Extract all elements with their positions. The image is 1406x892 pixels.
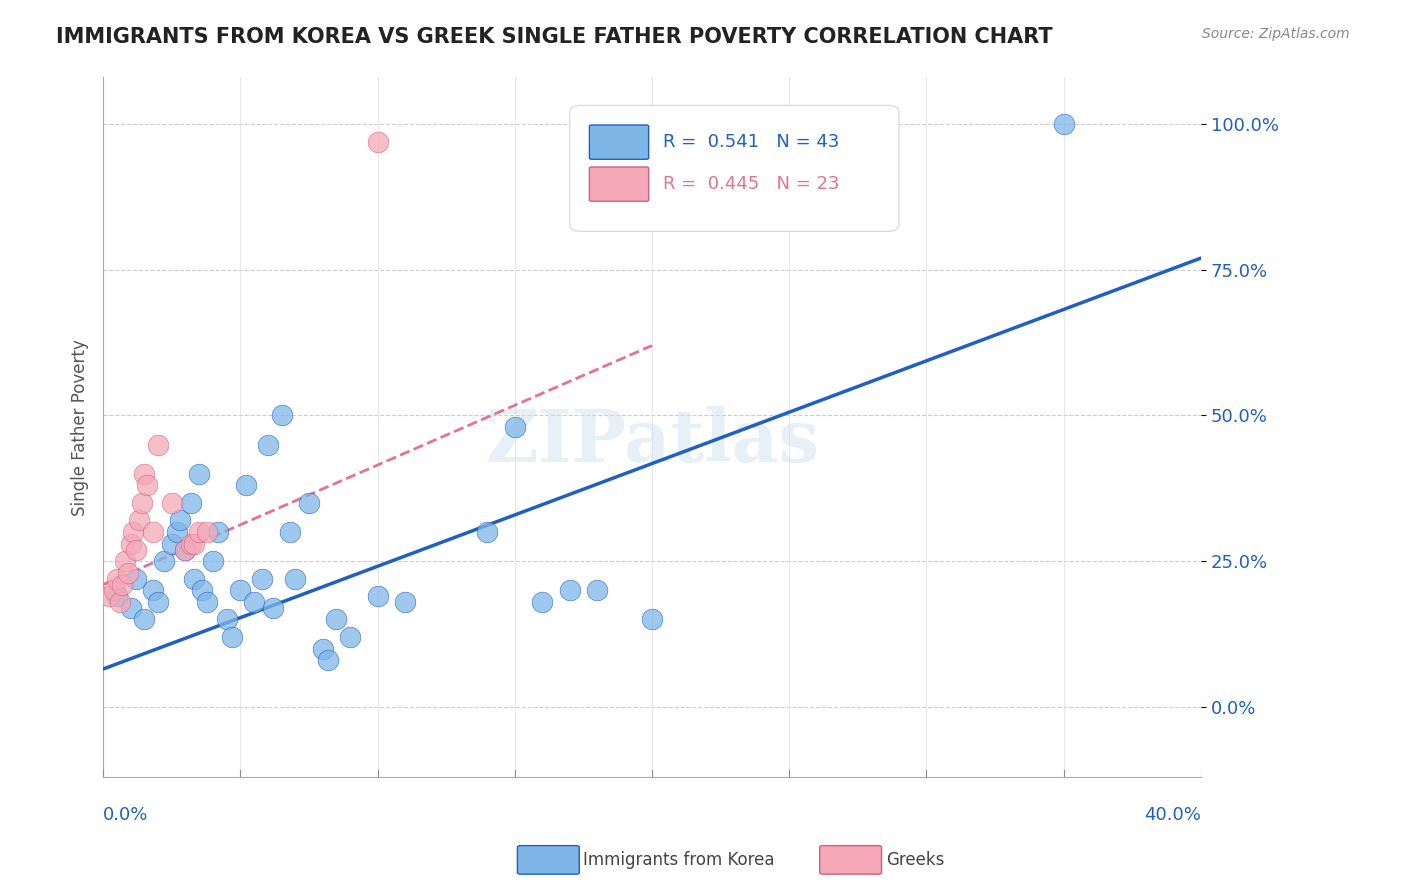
Point <box>120 600 142 615</box>
Y-axis label: Single Father Poverty: Single Father Poverty <box>72 339 89 516</box>
Point <box>1052 117 1074 131</box>
Text: 40.0%: 40.0% <box>1144 806 1201 824</box>
Point <box>197 595 219 609</box>
Point <box>278 524 301 539</box>
Point <box>174 542 197 557</box>
Point <box>160 537 183 551</box>
Point <box>134 612 156 626</box>
Point <box>531 595 554 609</box>
Point <box>191 583 214 598</box>
Point <box>146 437 169 451</box>
Point <box>188 524 211 539</box>
Point <box>641 612 664 626</box>
Point <box>215 612 238 626</box>
Point <box>367 135 389 149</box>
Point <box>558 583 581 598</box>
Point <box>477 524 499 539</box>
Text: R =  0.445   N = 23: R = 0.445 N = 23 <box>664 175 839 193</box>
FancyBboxPatch shape <box>569 105 898 231</box>
Point <box>284 572 307 586</box>
Text: R =  0.541   N = 43: R = 0.541 N = 43 <box>664 133 839 151</box>
Point <box>180 537 202 551</box>
FancyBboxPatch shape <box>589 125 648 160</box>
Point <box>256 437 278 451</box>
Point <box>394 595 416 609</box>
Point <box>120 537 142 551</box>
Point <box>243 595 266 609</box>
Point <box>586 583 609 598</box>
Point <box>122 524 145 539</box>
Point <box>316 653 339 667</box>
Point <box>128 513 150 527</box>
Point <box>270 409 292 423</box>
Point <box>174 542 197 557</box>
Point <box>311 641 333 656</box>
Point <box>298 496 321 510</box>
Point <box>108 595 131 609</box>
Point <box>262 600 284 615</box>
Point <box>114 554 136 568</box>
Point <box>136 478 159 492</box>
Point <box>146 595 169 609</box>
Point <box>207 524 229 539</box>
Point <box>235 478 257 492</box>
FancyBboxPatch shape <box>589 167 648 202</box>
Point <box>339 630 361 644</box>
Text: Source: ZipAtlas.com: Source: ZipAtlas.com <box>1202 27 1350 41</box>
Point <box>125 572 148 586</box>
Point <box>325 612 347 626</box>
Text: IMMIGRANTS FROM KOREA VS GREEK SINGLE FATHER POVERTY CORRELATION CHART: IMMIGRANTS FROM KOREA VS GREEK SINGLE FA… <box>56 27 1053 46</box>
Point <box>160 496 183 510</box>
Point <box>229 583 252 598</box>
Point <box>131 496 153 510</box>
Point <box>221 630 243 644</box>
Point <box>105 572 128 586</box>
Point <box>166 524 188 539</box>
Point <box>201 554 224 568</box>
Point <box>117 566 139 580</box>
Text: Greeks: Greeks <box>886 851 945 869</box>
Point <box>125 542 148 557</box>
Point <box>103 583 125 598</box>
Point <box>188 467 211 481</box>
Point <box>141 583 163 598</box>
Point <box>111 577 134 591</box>
Point <box>152 554 174 568</box>
Point <box>169 513 191 527</box>
Point <box>180 496 202 510</box>
Point <box>183 572 205 586</box>
Text: Immigrants from Korea: Immigrants from Korea <box>583 851 775 869</box>
Point <box>141 524 163 539</box>
Point <box>183 537 205 551</box>
Point <box>97 589 120 603</box>
Text: ZIPatlas: ZIPatlas <box>485 406 820 476</box>
Point <box>134 467 156 481</box>
Point <box>105 589 128 603</box>
Point <box>252 572 274 586</box>
Point <box>197 524 219 539</box>
Text: 0.0%: 0.0% <box>103 806 149 824</box>
Point <box>503 420 526 434</box>
Point <box>367 589 389 603</box>
